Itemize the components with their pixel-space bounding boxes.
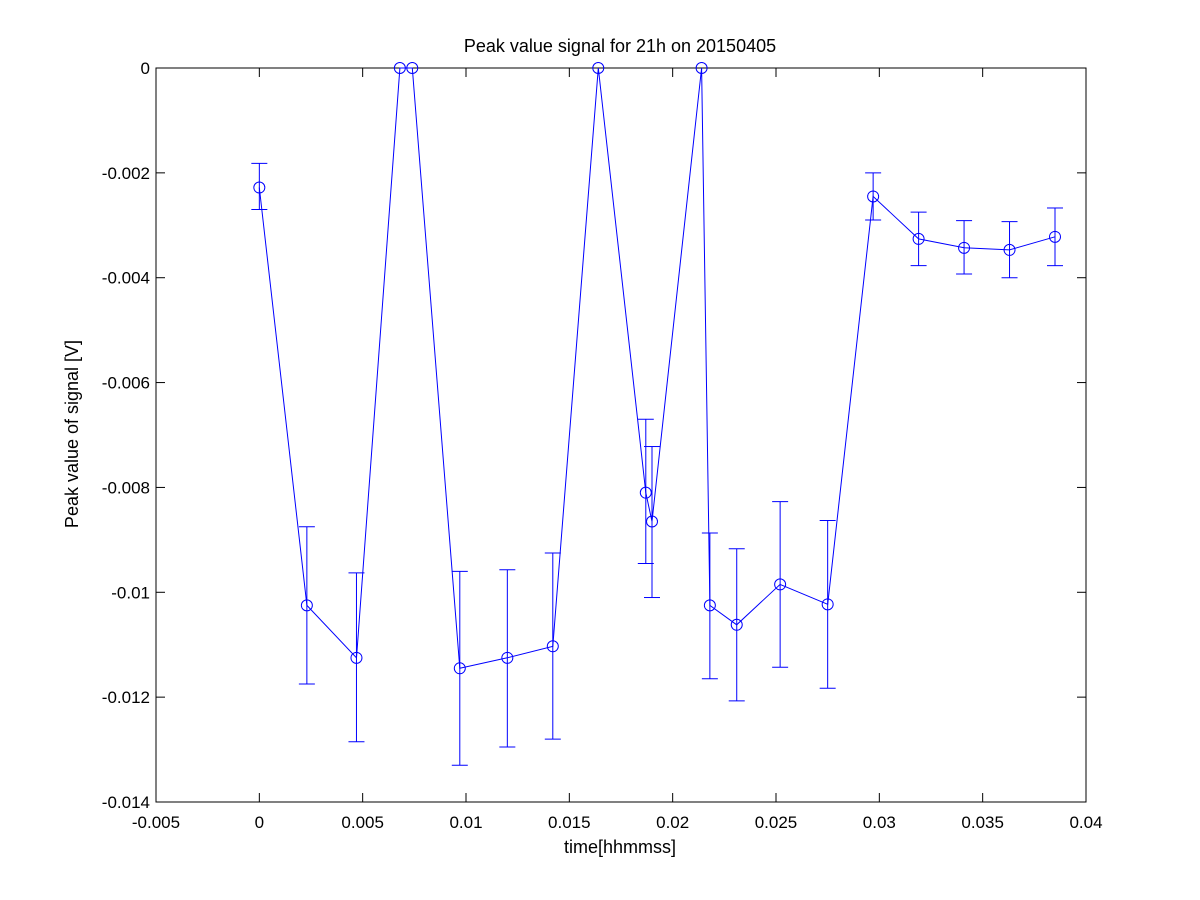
data-point: [300, 599, 313, 612]
data-point: [958, 241, 971, 254]
data-point: [501, 651, 514, 664]
data-point: [695, 62, 708, 74]
data-point: [730, 618, 743, 631]
plot-area: -0.005 0 0.005 0.01 0.015 0.02 0.025 0.03 0.035 0…: [102, 59, 1103, 832]
data-point: [546, 640, 559, 653]
x-tick-label: 0.015: [548, 813, 591, 832]
x-tick-label: 0.025: [755, 813, 798, 832]
y-tick-label: -0.008: [102, 478, 150, 497]
series-line-group: [258, 67, 1056, 669]
data-point: [821, 598, 834, 611]
data-point: [350, 651, 363, 664]
x-tick-label: 0.035: [961, 813, 1004, 832]
y-tick-label: -0.012: [102, 688, 150, 707]
x-tick-label: 0.02: [656, 813, 689, 832]
x-axis-label: time[hhmmss]: [564, 837, 676, 857]
x-tick-label: -0.005: [132, 813, 180, 832]
y-tick-label: -0.004: [102, 269, 150, 288]
x-tick-label: 0: [255, 813, 264, 832]
data-point: [867, 190, 880, 203]
data-point: [406, 62, 419, 74]
y-axis-label: Peak value of signal [V]: [62, 340, 82, 528]
data-point: [253, 181, 266, 194]
data-point: [912, 232, 925, 245]
y-tick-label: 0: [141, 59, 150, 78]
error-bars: [251, 162, 1063, 766]
chart-title: Peak value signal for 21h on 20150405: [464, 36, 776, 56]
x-axis-ticks: -0.005 0 0.005 0.01 0.015 0.02 0.025 0.03 0.035 0…: [132, 68, 1103, 832]
x-tick-label: 0.04: [1069, 813, 1102, 832]
data-point: [1003, 243, 1016, 256]
y-tick-label: -0.014: [102, 793, 150, 812]
data-point: [592, 62, 605, 74]
x-tick-label: 0.01: [449, 813, 482, 832]
axes-box: [155, 67, 1087, 803]
data-point: [393, 62, 406, 74]
data-point: [703, 599, 716, 612]
data-point: [639, 486, 652, 499]
x-tick-label: 0.03: [863, 813, 896, 832]
y-tick-label: -0.002: [102, 164, 150, 183]
y-axis-ticks: -0.014 -0.012 -0.01 -0.008 -0.006 -0.004 -0.00…: [102, 59, 1086, 812]
data-markers: [253, 62, 1061, 675]
data-point: [453, 662, 466, 675]
y-tick-label: -0.006: [102, 374, 150, 393]
data-point: [774, 578, 787, 591]
x-tick-label: 0.005: [341, 813, 384, 832]
data-point: [646, 515, 658, 528]
series-line: [258, 67, 1056, 669]
data-point: [1049, 230, 1061, 243]
y-tick-label: -0.01: [111, 583, 150, 602]
